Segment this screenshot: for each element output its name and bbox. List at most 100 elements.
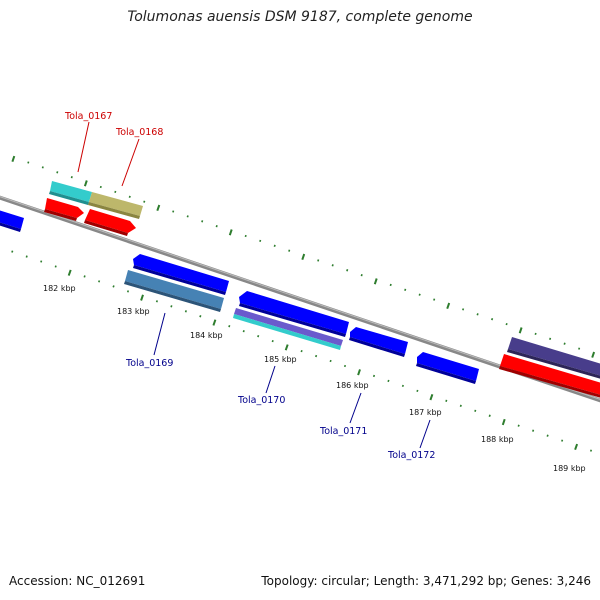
ruler-minor-tick — [215, 225, 218, 228]
kbp-label-186: 186 kbp — [336, 381, 369, 390]
ruler-minor-tick — [172, 210, 175, 213]
ruler-minor-tick — [532, 429, 535, 432]
ruler-major-tick — [156, 204, 161, 212]
topology-summary: Topology: circular; Length: 3,471,292 bp… — [261, 574, 591, 588]
ruler-minor-tick — [331, 264, 334, 267]
ruler-minor-tick — [70, 176, 73, 179]
kbp-label-183: 183 kbp — [117, 307, 150, 316]
kbp-label-187: 187 kbp — [409, 408, 442, 417]
ruler-minor-tick — [372, 374, 376, 378]
feature-slateblue[interactable] — [507, 337, 600, 380]
ruler-minor-tick — [387, 379, 390, 383]
ruler-ticks-top — [11, 155, 596, 358]
ruler-minor-tick — [416, 389, 419, 393]
leader-tola-0169 — [153, 312, 166, 356]
ruler-minor-tick — [184, 310, 187, 313]
ruler-minor-tick — [315, 354, 318, 358]
ruler-minor-tick — [534, 332, 537, 336]
ruler-major-tick — [83, 180, 88, 187]
gene-label-tola-0170[interactable]: Tola_0170 — [237, 395, 285, 406]
ruler-major-tick — [228, 229, 233, 236]
ruler-ticks-bottom — [11, 250, 593, 452]
ruler-minor-tick — [445, 399, 448, 402]
ruler-minor-tick — [491, 318, 494, 321]
ruler-minor-tick — [83, 275, 86, 278]
kbp-label-188: 188 kbp — [481, 435, 514, 444]
ruler-minor-tick — [112, 285, 115, 288]
feature-tola-0169[interactable] — [124, 270, 224, 312]
ruler-minor-tick — [300, 349, 303, 353]
ruler-minor-tick — [343, 364, 347, 368]
ruler-minor-tick — [242, 330, 245, 333]
gene-label-tola-0169[interactable]: Tola_0169 — [125, 358, 173, 369]
ruler-major-tick — [429, 393, 434, 401]
ruler-minor-tick — [288, 249, 291, 252]
ruler-minor-tick — [128, 195, 131, 198]
feature-blue-1[interactable] — [133, 254, 229, 295]
feature-left-blue[interactable] — [0, 209, 24, 232]
ruler-minor-tick — [155, 300, 159, 303]
leader-tola-0170 — [265, 365, 276, 394]
ruler-major-tick — [574, 443, 579, 451]
kbp-label-182: 182 kbp — [43, 284, 76, 293]
ruler-major-tick — [301, 253, 306, 261]
ruler-major-tick — [518, 327, 523, 334]
leader-tola-0167 — [77, 121, 90, 173]
ruler-major-tick — [67, 269, 72, 276]
leader-tola-0172 — [419, 419, 431, 449]
ruler-minor-tick — [561, 439, 564, 442]
ruler-minor-tick — [98, 280, 101, 283]
ruler-minor-tick — [40, 260, 43, 263]
ruler-minor-tick — [186, 215, 189, 218]
feature-tola-0167[interactable] — [49, 181, 92, 205]
feature-red-1[interactable] — [44, 198, 84, 221]
gene-label-tola-0171[interactable]: Tola_0171 — [319, 426, 367, 437]
ruler-major-tick — [373, 278, 378, 285]
feature-tola-0170[interactable] — [233, 308, 343, 350]
ruler-minor-tick — [11, 250, 14, 253]
ruler-minor-tick — [474, 409, 477, 412]
ruler-minor-tick — [271, 339, 274, 343]
leader-tola-0168 — [121, 138, 140, 187]
ruler-major-tick — [284, 344, 289, 351]
ruler-minor-tick — [360, 273, 363, 277]
ruler-major-tick — [501, 418, 506, 426]
kbp-label-184: 184 kbp — [190, 331, 223, 340]
feature-red-right[interactable] — [499, 354, 600, 399]
feature-tola-0172[interactable] — [416, 352, 479, 384]
ruler-minor-tick — [257, 334, 260, 338]
ruler-minor-tick — [517, 424, 520, 427]
ruler-minor-tick — [346, 269, 349, 272]
gene-label-tola-0172[interactable]: Tola_0172 — [387, 450, 435, 461]
feature-blue-2[interactable] — [239, 291, 349, 337]
ruler-minor-tick — [126, 290, 130, 293]
ruler-minor-tick — [433, 298, 436, 301]
ruler-minor-tick — [404, 288, 407, 292]
ruler-minor-tick — [56, 171, 59, 174]
leader-tola-0171 — [349, 392, 362, 424]
ruler-minor-tick — [389, 283, 392, 287]
feature-tola-0168[interactable] — [88, 192, 143, 219]
ruler-minor-tick — [244, 234, 247, 238]
ruler-minor-tick — [401, 384, 404, 388]
feature-red-2[interactable] — [84, 209, 136, 236]
ruler-minor-tick — [578, 347, 581, 350]
gene-label-tola-0167[interactable]: Tola_0167 — [64, 111, 112, 122]
ruler-minor-tick — [549, 337, 552, 340]
ruler-minor-tick — [476, 313, 479, 316]
ruler-minor-tick — [329, 359, 332, 363]
ruler-major-tick — [591, 351, 596, 358]
kbp-label-189: 189 kbp — [553, 464, 586, 473]
gene-label-tola-0168[interactable]: Tola_0168 — [115, 127, 163, 138]
feature-tola-0171[interactable] — [349, 327, 408, 357]
ruler-minor-tick — [317, 259, 320, 262]
ruler-major-tick — [446, 302, 451, 310]
ruler-minor-tick — [41, 166, 44, 169]
ruler-minor-tick — [418, 293, 421, 296]
ruler-minor-tick — [25, 255, 28, 258]
ruler-minor-tick — [462, 308, 465, 311]
ruler-minor-tick — [273, 244, 276, 247]
ruler-minor-tick — [505, 322, 508, 326]
ruler-minor-tick — [201, 220, 204, 223]
